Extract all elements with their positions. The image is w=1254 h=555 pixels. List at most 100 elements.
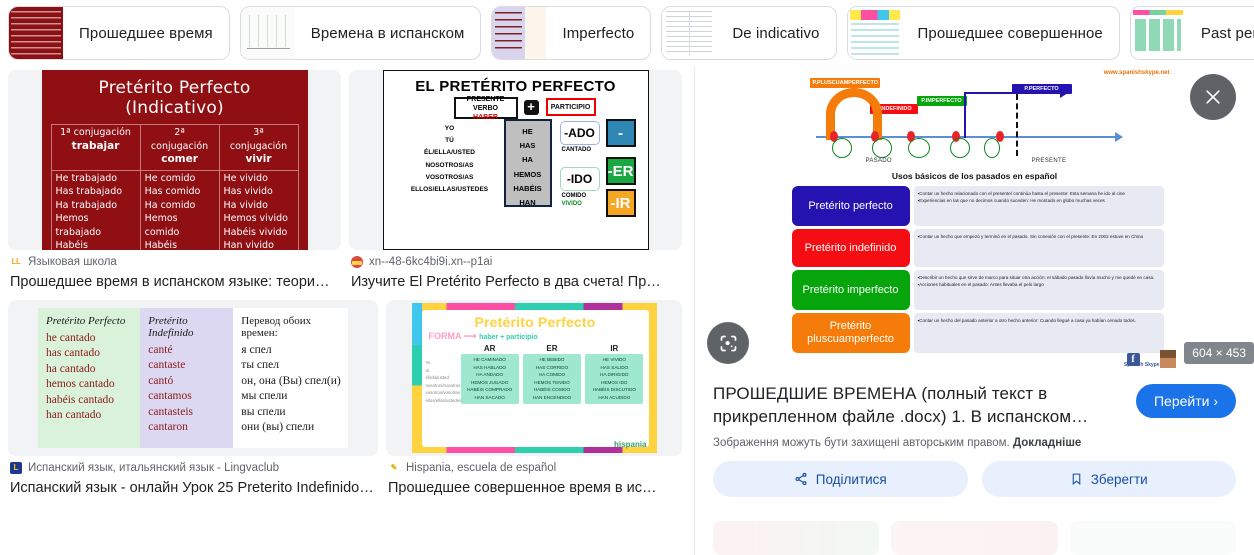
pronoun-row-labels: Yo tú él/ella/usted nosotros/nosotras voso… xyxy=(425,360,462,403)
image-result-card[interactable]: Pretérito Perfecto (Indicativo) 1ª conju… xyxy=(8,70,341,292)
result-title[interactable]: Испанский язык - онлайн Урок 25 Preterit… xyxy=(10,480,374,496)
conjugation-columns: AR HE CAMINADO HAS HABLADO HA ANDADO HEMOS… xyxy=(427,344,644,404)
uso-description: ▪Contar un hecho del pasado anterior a o… xyxy=(913,313,1164,353)
table-heading: Pretérito Perfecto (Indicativo) xyxy=(98,78,251,118)
uso-description: ▪Contar un hecho que empezó y terminó en… xyxy=(913,229,1164,267)
chip-thumbnail-icon xyxy=(662,7,717,59)
conj-column-1: He trabajado Has trabajado Ha trabajado Hem… xyxy=(50,169,141,250)
site-favicon-icon xyxy=(351,256,363,268)
timeline-loop xyxy=(831,138,852,158)
preview-image[interactable]: www.spanishskype.net P.PLUSCUAMPERFECTO … xyxy=(773,66,1176,368)
related-images-strip xyxy=(695,509,1254,555)
google-lens-icon[interactable] xyxy=(707,322,749,364)
perfecto-arrow xyxy=(1059,88,1068,98)
chip-label: Imperfecto xyxy=(562,24,635,42)
perfecto-bracket-left xyxy=(963,92,966,138)
footer-brand: Spanish Skype xyxy=(1123,362,1160,368)
chart-heading: Pretérito Perfecto xyxy=(474,314,596,330)
result-meta: xn--48-6kc4bi9i.xn--p1ai Изучите El Pret… xyxy=(349,250,682,292)
uso-description: ▪Describir un hecho que sirve de marco p… xyxy=(913,270,1164,310)
box-presente-haber: PRESENTE VERBO HABER xyxy=(453,96,518,121)
uso-row-perfecto: Pretérito perfecto ▪Contar un hecho rela… xyxy=(791,186,1164,226)
ending-ado: -ADO xyxy=(559,121,600,145)
chip-label: Времена в испанском xyxy=(310,24,465,42)
related-chip-0[interactable]: Прошедшее время xyxy=(8,6,230,60)
label-pasado: PASADO xyxy=(865,158,892,164)
result-thumbnail[interactable]: Pretérito Perfecto he cantado has cantado… xyxy=(8,300,378,456)
related-chip-5[interactable]: Past perfect xyxy=(1129,6,1254,60)
diagram-heading: EL PRETÉRITO PERFECTO xyxy=(415,78,616,95)
pluscuamperfecto-arc xyxy=(825,88,882,140)
image-result-card[interactable]: EL PRETÉRITO PERFECTO PRESENTE VERBO HAB… xyxy=(349,70,682,292)
result-meta: ✎ Hispania, escuela de español Прошедшее… xyxy=(386,456,682,498)
bookmark-icon xyxy=(1072,473,1081,486)
related-chip-3[interactable]: De indicativo xyxy=(661,6,837,60)
timeline-loop xyxy=(871,138,892,158)
related-image-item[interactable] xyxy=(1069,521,1236,555)
uso-tag: Pretérito pluscuamperfecto xyxy=(791,313,910,353)
present-divider xyxy=(1015,94,1018,156)
result-meta: LL Языковая школа Прошедшее время в испа… xyxy=(8,250,341,292)
result-thumbnail[interactable]: Pretérito Perfecto FORMA ⟶ haber + parti… xyxy=(386,300,682,456)
watermark-text: www.spanishskype.net xyxy=(1103,70,1170,76)
result-title[interactable]: Прошедшее время в испанском языке: теори… xyxy=(10,274,330,290)
close-icon[interactable] xyxy=(1190,74,1236,120)
uso-tag: Pretérito imperfecto xyxy=(791,270,910,310)
chip-thumbnail-icon xyxy=(240,7,295,59)
chip-thumbnail-icon xyxy=(1130,7,1185,59)
preterito-perfecto-diagram: EL PRETÉRITO PERFECTO PRESENTE VERBO HAB… xyxy=(382,70,649,250)
uso-description: ▪Contar un hecho relacionado con el pres… xyxy=(913,186,1164,226)
preview-title: ПРОШЕДШИЕ ВРЕМЕНА (полный текст в прикре… xyxy=(713,384,1089,426)
tag-pluscuamperfecto: P.PLUSCUAMPERFECTO xyxy=(809,78,880,88)
decorative-frame-left xyxy=(411,303,422,453)
image-result-card[interactable]: Pretérito Perfecto he cantado has cantado… xyxy=(8,300,378,498)
tag-perfecto: P.PERFECTO xyxy=(1011,84,1072,94)
result-title[interactable]: Прошедшее совершенное время в ис… xyxy=(388,480,657,496)
share-button[interactable]: Поділитися xyxy=(713,461,968,497)
save-label: Зберегти xyxy=(1090,471,1148,487)
site-favicon-icon: ✎ xyxy=(388,462,400,474)
column-heading: Pretérito Indefinido xyxy=(148,315,194,339)
timeline-dot xyxy=(829,131,838,142)
chart-inner: Pretérito Perfecto FORMA ⟶ haber + parti… xyxy=(421,310,649,447)
result-source-row: L Испанский язык, итальянский язык - Lin… xyxy=(10,460,376,476)
copyright-note: Зображення можуть бути захищені авторськ… xyxy=(713,437,1236,449)
result-source-name: Испанский язык, итальянский язык - Lingv… xyxy=(28,462,280,474)
related-image-item[interactable] xyxy=(891,521,1058,555)
related-image-item[interactable] xyxy=(713,521,880,555)
column-preterito-indefinido: Pretérito Indefinido canté cantaste cantó… xyxy=(140,308,234,448)
perfecto-bracket-top xyxy=(963,92,1062,94)
facebook-icon: f xyxy=(1126,353,1140,366)
ending-ido-example-2: VIVIDO xyxy=(561,201,582,207)
share-label: Поділитися xyxy=(815,471,887,487)
uso-tag: Pretérito indefinido xyxy=(791,229,910,267)
result-title[interactable]: Изучите El Pretérito Perfecto в два счет… xyxy=(351,274,661,290)
related-searches-chipbar[interactable]: Прошедшее время Времена в испанском Impe… xyxy=(0,0,1254,66)
result-thumbnail[interactable]: Pretérito Perfecto (Indicativo) 1ª conju… xyxy=(8,70,341,250)
copyright-link[interactable]: Докладніше xyxy=(1012,437,1082,449)
result-source-name: Языковая школа xyxy=(28,256,117,268)
column-translation: Перевод обоих времен: я спел ты спел он, … xyxy=(233,308,348,448)
conj-column-2: He comido Has comido Ha comido Hemos comido… xyxy=(139,169,220,250)
site-favicon-icon: LL xyxy=(10,256,22,268)
result-source-name: Hispania, escuela de español xyxy=(406,462,557,474)
result-thumbnail[interactable]: EL PRETÉRITO PERFECTO PRESENTE VERBO HAB… xyxy=(349,70,682,250)
related-chip-1[interactable]: Времена в испанском xyxy=(239,6,482,60)
timeline-loop xyxy=(983,138,1000,158)
related-chip-4[interactable]: Прошедшее совершенное xyxy=(846,6,1120,60)
image-preview-panel: www.spanishskype.net P.PLUSCUAMPERFECTO … xyxy=(694,66,1254,555)
goto-button[interactable]: Перейти › xyxy=(1135,384,1236,418)
tag-imperfecto: P.IMPERFECTO xyxy=(916,96,967,106)
perfecto-indefinido-comparison-table: Pretérito Perfecto he cantado has cantado… xyxy=(38,308,348,448)
column-preterito-perfecto: Pretérito Perfecto he cantado has cantado… xyxy=(38,308,141,448)
chip-label: De indicativo xyxy=(732,24,820,42)
related-chip-2[interactable]: Imperfecto xyxy=(491,6,652,60)
save-button[interactable]: Зберегти xyxy=(981,461,1236,497)
image-results-grid: Pretérito Perfecto (Indicativo) 1ª conju… xyxy=(0,66,694,555)
plus-icon: + xyxy=(523,100,539,115)
conjugation-table: 1ª conjugación trabajar 2ª conjugación com… xyxy=(50,124,299,250)
image-result-card[interactable]: Pretérito Perfecto FORMA ⟶ haber + parti… xyxy=(386,300,682,498)
timeline-dot xyxy=(995,131,1004,142)
ending-ido: -IDO xyxy=(559,167,600,191)
